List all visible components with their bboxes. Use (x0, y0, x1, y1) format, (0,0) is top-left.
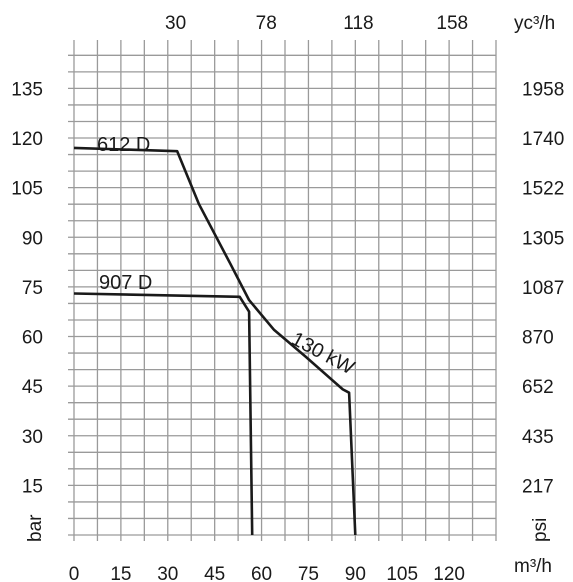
y-right-tick-label: 1740 (522, 129, 564, 150)
y-right-tick-label: 1305 (522, 228, 564, 249)
x-top-unit-label: yc³/h (514, 13, 555, 34)
x-tick-label: 120 (433, 564, 465, 582)
series-lines (73, 146, 357, 536)
series-line-0 (73, 146, 357, 536)
y-tick-label: 30 (22, 427, 43, 448)
y-right-tick-label: 1958 (522, 79, 564, 100)
x-top-tick-label: 158 (436, 13, 468, 34)
y-tick-label: 135 (11, 79, 43, 100)
x-tick-label: 45 (204, 564, 225, 582)
series-label-612d: 612 D (97, 134, 150, 156)
y-right-unit-label: psi (530, 518, 551, 542)
grid (68, 40, 497, 541)
y-tick-label: 105 (11, 179, 43, 200)
y-tick-label: 15 (22, 476, 43, 497)
x-top-tick-label: 118 (343, 13, 373, 34)
x-top-tick-label: 30 (165, 13, 186, 34)
series-label-907d: 907 D (99, 272, 152, 294)
x-tick-label: 30 (157, 564, 178, 582)
y-right-tick-label: 435 (522, 427, 554, 448)
tick-labels: 0 15 30 45 60 75 90 105 120 30 78 118 158 15 30 45 60 75 9… (11, 13, 564, 582)
x-tick-label: 15 (110, 564, 131, 582)
y-left-unit-label: bar (25, 514, 46, 542)
x-tick-label: 60 (251, 564, 272, 582)
y-tick-label: 90 (22, 228, 43, 249)
x-top-tick-label: 78 (256, 13, 277, 34)
x-bottom-unit-label: m³/h (514, 556, 552, 577)
x-tick-label: 105 (386, 564, 418, 582)
x-tick-label: 0 (69, 564, 80, 582)
y-tick-label: 60 (22, 328, 43, 349)
y-right-tick-label: 217 (522, 476, 554, 497)
series-line-1 (73, 292, 254, 536)
y-right-tick-label: 1522 (522, 179, 564, 200)
y-tick-label: 120 (11, 129, 43, 150)
y-right-tick-label: 870 (522, 328, 554, 349)
y-right-tick-label: 652 (522, 377, 554, 398)
y-tick-label: 45 (22, 377, 43, 398)
x-tick-label: 75 (298, 564, 319, 582)
x-tick-label: 90 (345, 564, 366, 582)
y-tick-label: 75 (22, 278, 43, 299)
y-right-tick-label: 1087 (522, 278, 564, 299)
